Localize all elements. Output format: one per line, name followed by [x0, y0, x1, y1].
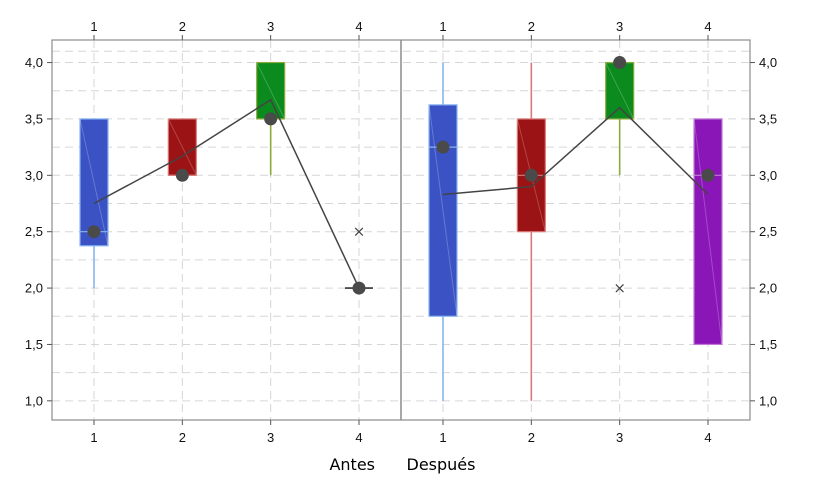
y-tick-label-left: 3,0: [25, 168, 43, 183]
data-point-marker: [264, 112, 278, 126]
x-tick-label-top: 4: [704, 19, 711, 34]
data-point-marker: [175, 168, 189, 182]
x-tick-label-top: 2: [528, 19, 535, 34]
box-3: ×: [605, 61, 635, 297]
panel-label-antes: Antes: [329, 455, 375, 474]
y-tick-label-left: 4,0: [25, 55, 43, 70]
y-tick-label-left: 2,5: [25, 224, 43, 239]
x-tick-label-top: 3: [267, 19, 274, 34]
data-point-marker: [352, 281, 366, 295]
mean-connect-line: [93, 98, 360, 289]
x-tick-label-bottom: 4: [704, 430, 711, 445]
x-tick-label-bottom: 4: [355, 430, 362, 445]
x-tick-label-top: 3: [616, 19, 623, 34]
x-tick-label-bottom: 1: [90, 430, 97, 445]
panel-antes: ×: [79, 61, 373, 295]
y-tick-label-left: 1,5: [25, 337, 43, 352]
outlier-marker: ×: [353, 223, 366, 241]
y-tick-label-right: 2,5: [759, 224, 777, 239]
data-point-marker: [524, 168, 538, 182]
box-1: [428, 62, 458, 401]
box-2: [167, 118, 197, 176]
box-body: [605, 61, 635, 120]
x-tick-label-bottom: 2: [528, 430, 535, 445]
box-diagonal: [79, 118, 109, 246]
box-diagonal: [428, 104, 458, 317]
y-tick-label-left: 1,0: [25, 393, 43, 408]
y-tick-label-right: 4,0: [759, 55, 777, 70]
y-tick-label-left: 2,0: [25, 281, 43, 296]
box-1: [79, 118, 109, 289]
panel-despues: ×: [428, 56, 723, 401]
data-point-marker: [436, 140, 450, 154]
x-tick-label-bottom: 1: [439, 430, 446, 445]
x-tick-label-bottom: 3: [267, 430, 274, 445]
x-tick-label-top: 1: [439, 19, 446, 34]
box-body: [693, 118, 723, 346]
box-diagonal: [693, 118, 723, 345]
data-point-marker: [701, 168, 715, 182]
y-tick-label-right: 1,5: [759, 337, 777, 352]
y-tick-label-left: 3,5: [25, 111, 43, 126]
box-body: [79, 118, 109, 247]
x-tick-label-top: 1: [90, 19, 97, 34]
y-tick-label-right: 2,0: [759, 281, 777, 296]
data-point-marker: [613, 56, 627, 70]
x-tick-label-top: 2: [179, 19, 186, 34]
y-tick-label-right: 3,5: [759, 111, 777, 126]
x-tick-label-bottom: 2: [179, 430, 186, 445]
box-diagonal: [167, 118, 197, 176]
data-point-marker: [87, 225, 101, 239]
box-diagonal: [605, 62, 635, 120]
x-tick-label-top: 4: [355, 19, 362, 34]
y-tick-label-right: 3,0: [759, 168, 777, 183]
box-4: [693, 118, 723, 346]
mean-connect-line: [442, 106, 709, 196]
x-tick-label-bottom: 3: [616, 430, 623, 445]
y-tick-label-right: 1,0: [759, 393, 777, 408]
outlier-marker: ×: [613, 279, 626, 297]
box-body: [428, 104, 458, 317]
box-diagonal: [256, 62, 286, 120]
panel-label-despues: Después: [407, 455, 476, 474]
